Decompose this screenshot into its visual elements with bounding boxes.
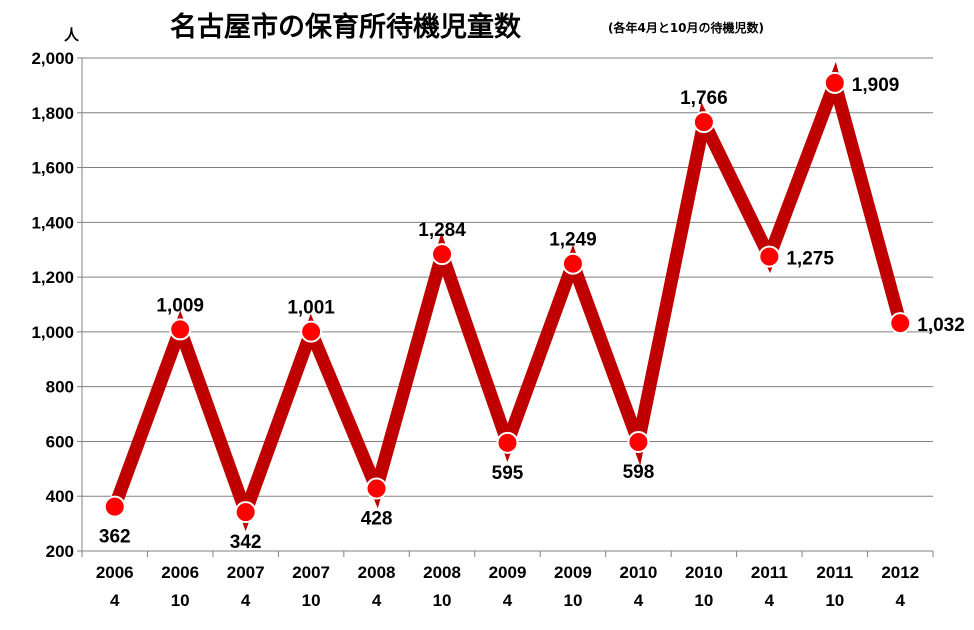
data-point (496, 431, 519, 454)
data-label: 595 (492, 463, 524, 484)
x-tick-label-month: 10 (302, 591, 321, 610)
data-point (234, 501, 257, 524)
y-tick-label: 1,400 (31, 213, 74, 232)
data-point (823, 71, 846, 94)
x-tick-label-month: 10 (564, 591, 583, 610)
data-label: 1,766 (680, 88, 728, 109)
x-tick-label-month: 4 (372, 591, 382, 610)
x-tick-label-month: 10 (825, 591, 844, 610)
y-axis-unit-label: 人 (64, 26, 80, 44)
data-labels: 362 1,009 342 1,001 428 1,284 595 1,249 598 1,766… (99, 75, 965, 553)
y-tick-label: 800 (46, 378, 74, 397)
y-tick-label: 400 (46, 487, 74, 506)
x-tick-label-year: 2007 (292, 563, 330, 582)
x-tick-label-year: 2006 (161, 563, 199, 582)
chart-title: 名古屋市の保育所待機児童数 (170, 11, 522, 43)
data-label: 428 (361, 509, 393, 530)
x-tick-label-year: 2011 (816, 563, 853, 582)
data-label: 1,284 (418, 220, 466, 241)
x-tick-label-year: 2008 (358, 563, 396, 582)
y-tick-label: 1,200 (31, 268, 74, 287)
x-tick-label-month: 10 (433, 591, 452, 610)
data-point (365, 477, 388, 500)
x-tick-label-year: 2007 (227, 563, 265, 582)
x-tick-label-year: 2012 (881, 563, 919, 582)
x-tick-label-month: 4 (503, 591, 513, 610)
y-tick-labels: 200 400 600 800 1,000 1,200 1,400 1,600 1,800 2,0… (31, 49, 74, 561)
x-tick-label-year: 2010 (685, 563, 723, 582)
data-label: 1,249 (549, 230, 597, 251)
x-tick-label-month: 4 (110, 591, 120, 610)
data-point (103, 495, 126, 518)
x-tick-label-year: 2011 (751, 563, 788, 582)
data-point (889, 312, 912, 335)
data-point (627, 430, 650, 453)
data-point (692, 111, 715, 134)
x-tick-label-month: 4 (765, 591, 775, 610)
x-tick-label-year: 2006 (96, 563, 134, 582)
data-points (103, 71, 912, 524)
data-label: 1,032 (917, 315, 965, 336)
x-tick-label-month: 10 (694, 591, 713, 610)
x-tick-label-year: 2010 (620, 563, 658, 582)
y-tick-label: 1,000 (31, 323, 74, 342)
y-tick-label: 200 (46, 542, 74, 561)
data-label: 362 (99, 527, 131, 548)
y-tick-label: 600 (46, 432, 74, 451)
data-point (758, 245, 781, 268)
data-label: 598 (623, 462, 655, 483)
data-point (169, 318, 192, 341)
data-label: 1,009 (156, 295, 204, 316)
x-tick-label-month: 4 (241, 591, 251, 610)
x-tick-label-month: 4 (634, 591, 644, 610)
x-tick-labels: 2006 4 2006 10 2007 4 2007 10 2008 4 2008 10 2009 4 20… (96, 563, 919, 610)
x-tick-label-year: 2009 (489, 563, 527, 582)
data-label: 1,275 (786, 249, 834, 270)
y-tick-label: 1,800 (31, 104, 74, 123)
y-tick-label: 1,600 (31, 159, 74, 178)
x-tick-label-year: 2008 (423, 563, 461, 582)
data-point (431, 243, 454, 266)
data-label: 342 (230, 532, 262, 553)
x-tick-label-year: 2009 (554, 563, 592, 582)
x-tick-label-month: 4 (896, 591, 906, 610)
data-point (300, 320, 323, 343)
x-tick-label-month: 10 (171, 591, 190, 610)
data-point (561, 252, 584, 275)
data-label: 1,909 (852, 75, 900, 96)
y-tick-label: 2,000 (31, 49, 74, 68)
chart-subtitle: (各年4月と10月の待機児数) (608, 20, 764, 35)
data-label: 1,001 (287, 298, 335, 319)
axes (77, 57, 934, 557)
